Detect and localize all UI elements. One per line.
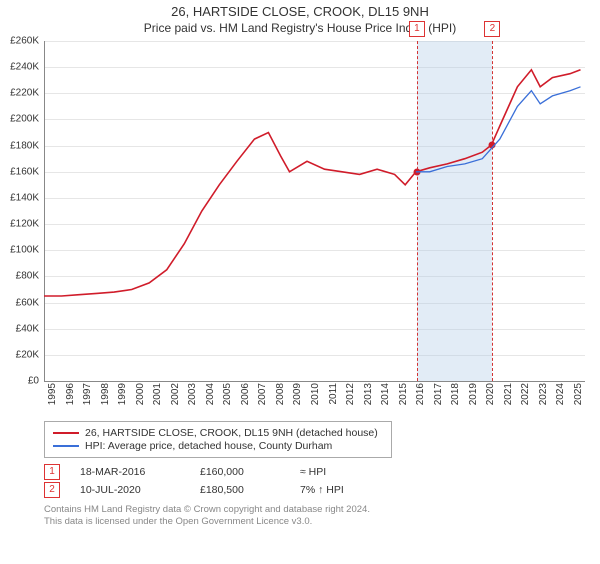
page-title: 26, HARTSIDE CLOSE, CROOK, DL15 9NH [0,4,600,19]
price-chart: £0£20K£40K£60K£80K£100K£120K£140K£160K£1… [44,41,584,381]
x-tick-label: 2001 [152,383,163,405]
sale-price: £160,000 [200,466,280,478]
x-tick-label: 2012 [345,383,356,405]
y-tick-label: £40K [0,323,39,334]
series-line [44,70,581,296]
x-tick-label: 2023 [538,383,549,405]
x-axis-ticks: 1995 1996 1997 1998 1999 2000 2001 2002 2003 2004… [44,383,584,433]
sale-index: 1 [44,464,60,480]
sale-row: 2 10-JUL-2020 £180,500 7% ↑ HPI [44,482,588,498]
x-tick-label: 2004 [205,383,216,405]
x-tick-label: 2025 [573,383,584,405]
x-tick-label: 2013 [363,383,374,405]
y-tick-label: £260K [0,36,39,47]
legend-item: HPI: Average price, detached house, Coun… [53,440,383,452]
x-tick-label: 2005 [222,383,233,405]
sale-date: 10-JUL-2020 [80,484,180,496]
sales-table: 1 18-MAR-2016 £160,000 ≈ HPI 2 10-JUL-2020 £18… [44,464,588,498]
x-tick-label: 2020 [485,383,496,405]
y-tick-label: £80K [0,271,39,282]
y-tick-label: £0 [0,376,39,387]
chart-lines [44,41,584,381]
x-tick-label: 2008 [275,383,286,405]
sale-index: 2 [44,482,60,498]
legend-label: HPI: Average price, detached house, Coun… [85,440,332,452]
x-tick-label: 2007 [257,383,268,405]
y-tick-label: £180K [0,140,39,151]
sale-marker-label: 1 [409,21,425,37]
x-tick-label: 1995 [47,383,58,405]
y-tick-label: £240K [0,62,39,73]
x-tick-label: 1996 [65,383,76,405]
y-tick-label: £60K [0,297,39,308]
x-tick-label: 2014 [380,383,391,405]
x-tick-label: 2006 [240,383,251,405]
y-tick-label: £120K [0,219,39,230]
y-tick-label: £220K [0,88,39,99]
footer-line: This data is licensed under the Open Gov… [44,516,588,528]
x-tick-label: 2018 [450,383,461,405]
footer-attribution: Contains HM Land Registry data © Crown c… [44,504,588,528]
page-subtitle: Price paid vs. HM Land Registry's House … [0,21,600,35]
sale-date: 18-MAR-2016 [80,466,180,478]
sale-delta: ≈ HPI [300,466,420,478]
x-tick-label: 1999 [117,383,128,405]
x-tick-label: 2017 [433,383,444,405]
x-tick-label: 1997 [82,383,93,405]
x-tick-label: 1998 [100,383,111,405]
x-tick-label: 2024 [555,383,566,405]
x-tick-label: 2000 [135,383,146,405]
sale-delta: 7% ↑ HPI [300,484,420,496]
x-tick-label: 2021 [503,383,514,405]
y-tick-label: £200K [0,114,39,125]
y-tick-label: £140K [0,192,39,203]
x-tick-label: 2009 [292,383,303,405]
x-tick-label: 2011 [328,383,339,405]
x-tick-label: 2022 [520,383,531,405]
x-tick-label: 2019 [468,383,479,405]
y-tick-label: £100K [0,245,39,256]
x-tick-label: 2002 [170,383,181,405]
y-tick-label: £20K [0,349,39,360]
footer-line: Contains HM Land Registry data © Crown c… [44,504,588,516]
x-tick-label: 2015 [398,383,409,405]
sale-row: 1 18-MAR-2016 £160,000 ≈ HPI [44,464,588,480]
legend-swatch [53,445,79,447]
sale-price: £180,500 [200,484,280,496]
y-tick-label: £160K [0,166,39,177]
x-tick-label: 2016 [415,383,426,405]
x-tick-label: 2003 [187,383,198,405]
x-tick-label: 2010 [310,383,321,405]
sale-marker-label: 2 [484,21,500,37]
